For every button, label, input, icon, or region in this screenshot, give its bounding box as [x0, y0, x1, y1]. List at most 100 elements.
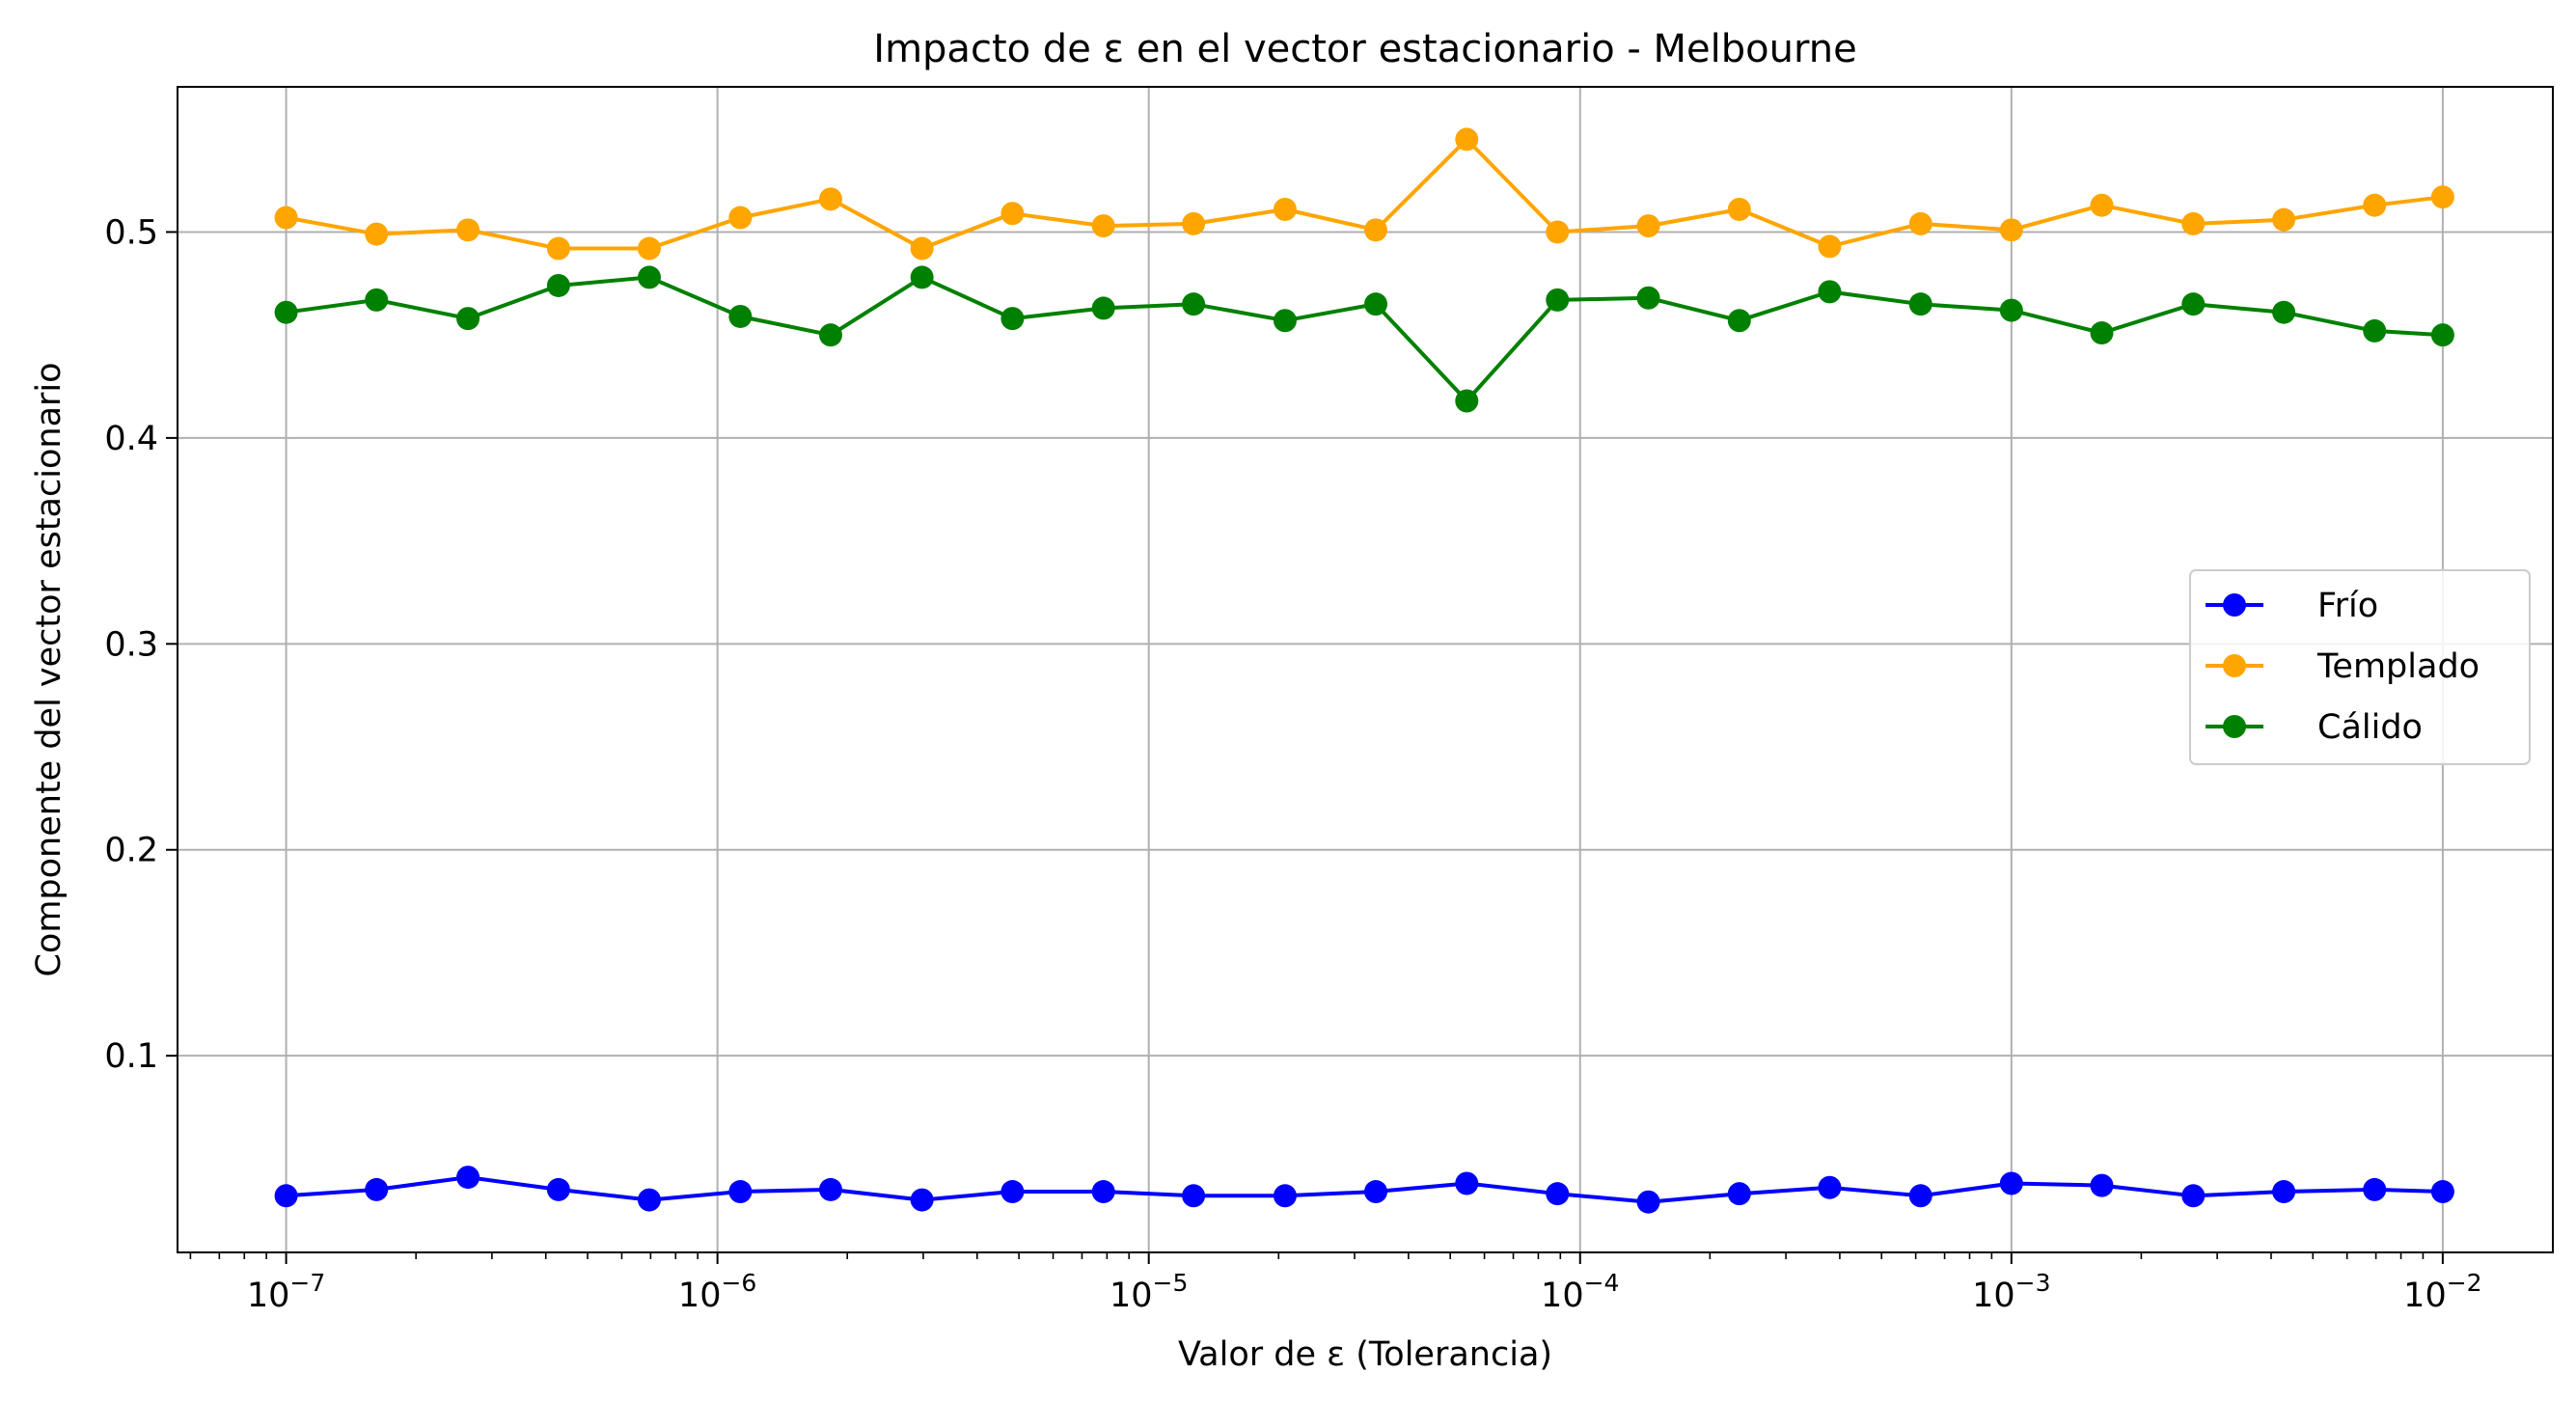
data-point: [728, 1180, 753, 1204]
x-tick-label: 10−7: [247, 1269, 325, 1315]
data-point: [1000, 202, 1025, 226]
data-point: [1455, 127, 1479, 151]
data-point: [546, 273, 570, 297]
legend-label: Cálido: [2317, 708, 2423, 747]
legend-marker: [2223, 593, 2246, 617]
data-point: [1364, 292, 1388, 316]
data-point: [456, 1166, 480, 1190]
x-axis-label: Valor de ε (Tolerancia): [1178, 1335, 1552, 1374]
x-tick-label: 10−4: [1541, 1269, 1619, 1315]
data-point: [2181, 292, 2206, 316]
data-point: [2430, 1180, 2454, 1204]
data-point: [456, 307, 480, 331]
data-point: [1182, 211, 1206, 235]
legend-box: [2189, 569, 2531, 765]
data-point: [2272, 207, 2296, 232]
data-point: [2181, 211, 2206, 235]
data-point: [728, 304, 753, 328]
series-templado: [274, 127, 2454, 261]
axis-ticks: 10−7 10−6 10−5 10−4 10−3 10−2 0.1 0.2 0.3 0.4 0.5: [104, 213, 2481, 1315]
data-point: [1091, 296, 1115, 320]
series-frío: [274, 1166, 2454, 1214]
legend-label: Templado: [2316, 647, 2480, 686]
data-point: [1908, 1184, 1932, 1208]
y-tick-label: 0.5: [104, 213, 158, 252]
legend-item: Frío: [2206, 587, 2378, 625]
data-point: [728, 206, 753, 230]
legend-items: Frío Templado Cálido: [2206, 587, 2480, 747]
y-tick-label: 0.4: [104, 420, 158, 458]
x-tick-label: 10−3: [1972, 1269, 2050, 1315]
data-point: [910, 1188, 934, 1212]
data-point: [2090, 1173, 2114, 1197]
data-point: [1091, 214, 1115, 238]
legend-item: Cálido: [2206, 708, 2423, 747]
legend: Frío Templado Cálido: [2189, 569, 2531, 765]
data-point: [365, 288, 389, 312]
data-point: [1273, 309, 1297, 333]
plot-frame: [177, 86, 2554, 1253]
y-tick-label: 0.1: [104, 1037, 158, 1076]
data-point: [910, 265, 934, 289]
legend-item: Templado: [2206, 647, 2480, 686]
x-tick-label: 10−2: [2403, 1269, 2481, 1315]
data-point: [1455, 389, 1479, 413]
data-point: [2363, 193, 2387, 217]
data-point: [456, 218, 480, 242]
legend-marker: [2223, 654, 2246, 677]
data-point: [1273, 197, 1297, 221]
data-point: [2272, 300, 2296, 324]
data-point: [1455, 1171, 1479, 1195]
data-point: [1000, 1180, 1025, 1204]
data-point: [2363, 318, 2387, 343]
data-point: [1636, 214, 1660, 238]
data-point: [1182, 292, 1206, 316]
data-point: [2363, 1177, 2387, 1201]
data-point: [1364, 218, 1388, 242]
data-point: [1818, 1175, 1842, 1199]
data-point: [1727, 309, 1751, 333]
legend-marker: [2223, 715, 2246, 738]
data-point: [1908, 292, 1932, 316]
data-point: [1546, 1182, 1570, 1206]
data-point: [1908, 211, 1932, 235]
data-point: [546, 236, 570, 261]
data-point: [2430, 185, 2454, 209]
data-point: [1727, 197, 1751, 221]
data-point: [1091, 1180, 1115, 1204]
data-point: [1546, 288, 1570, 312]
data-point: [637, 236, 661, 261]
data-point: [1999, 218, 2023, 242]
data-point: [637, 1188, 661, 1212]
series-cálido: [274, 265, 2454, 413]
data-point: [1000, 307, 1025, 331]
data-point: [818, 323, 842, 347]
x-tick-label: 10−6: [678, 1269, 756, 1315]
y-tick-label: 0.3: [104, 625, 158, 664]
data-point: [2090, 193, 2114, 217]
data-point: [910, 236, 934, 261]
data-point: [1636, 286, 1660, 310]
x-tick-label: 10−5: [1110, 1269, 1188, 1315]
data-point: [2090, 321, 2114, 345]
y-tick-label: 0.2: [104, 832, 158, 870]
y-axis-label: Componente del vector estacionario: [30, 362, 69, 976]
data-point: [1546, 220, 1570, 244]
data-point: [818, 187, 842, 211]
data-point: [818, 1177, 842, 1201]
data-point: [2272, 1180, 2296, 1204]
data-point: [546, 1177, 570, 1201]
data-point: [2430, 323, 2454, 347]
data-point: [365, 222, 389, 246]
data-point: [365, 1177, 389, 1201]
data-point: [1999, 1171, 2023, 1195]
data-point: [1999, 298, 2023, 322]
data-point: [1818, 280, 1842, 304]
legend-label: Frío: [2317, 587, 2378, 625]
data-point: [1818, 234, 1842, 259]
data-point: [1182, 1184, 1206, 1208]
data-point: [274, 206, 298, 230]
data-point: [1364, 1180, 1388, 1204]
data-point: [1727, 1182, 1751, 1206]
